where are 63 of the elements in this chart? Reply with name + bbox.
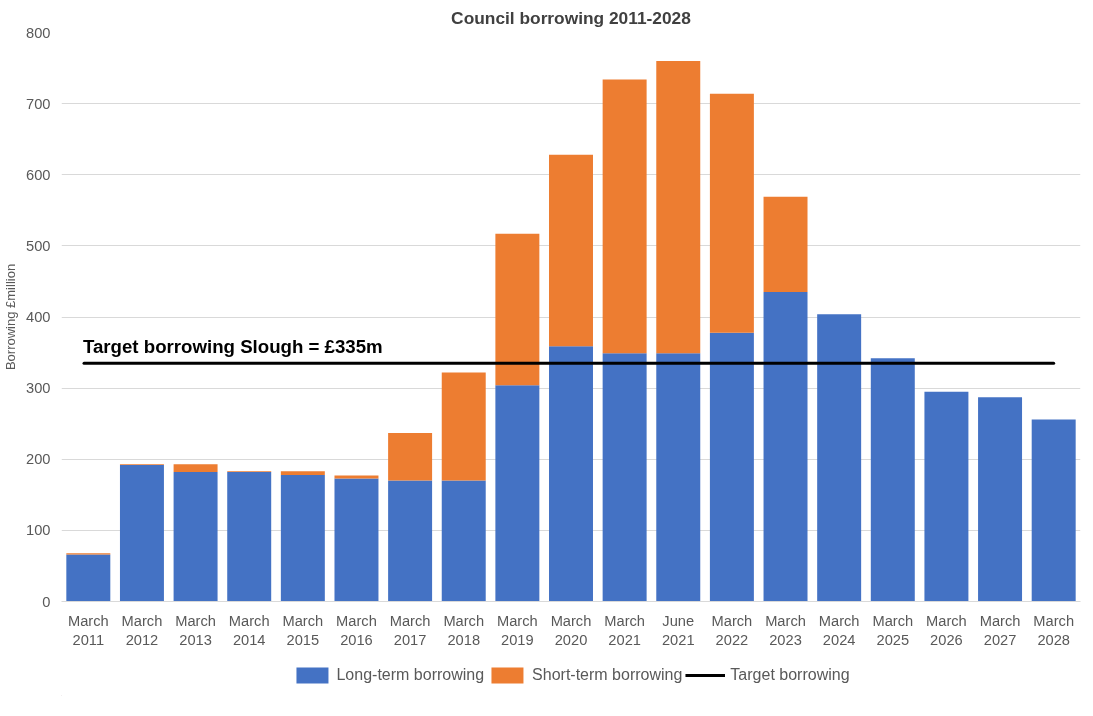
bar: [709, 93, 754, 333]
bar: [280, 474, 325, 602]
bar: [870, 358, 915, 602]
legend-label: Short-term borrowing: [532, 666, 683, 684]
annotation: Target borrowing Slough = £335m: [82, 336, 383, 358]
bar: [656, 353, 701, 602]
x-tick-label: March 2013: [175, 612, 216, 648]
bar: [66, 554, 111, 602]
y-tick-label: 800: [26, 24, 51, 41]
x-tick-label: March 2012: [121, 612, 163, 648]
x-tick-label: March 2015: [282, 612, 324, 648]
y-tick-label: 700: [26, 95, 51, 112]
bar: [280, 471, 325, 475]
x-tick-label: March 2021: [604, 612, 646, 648]
y-tick-label: 100: [26, 522, 51, 539]
x-tick-label: March 2017: [389, 612, 431, 648]
bar: [441, 480, 486, 602]
x-tick-label: March 2016: [336, 612, 377, 648]
bar: [549, 346, 593, 602]
y-tick-label: 200: [26, 451, 51, 468]
legend-label: Long-term borrowing: [336, 666, 485, 684]
y-tick-label: 300: [26, 380, 51, 397]
x-tick-label: March 2020: [550, 612, 592, 648]
bar: [495, 233, 540, 386]
x-tick-label: March 2018: [443, 612, 485, 648]
bar: [227, 472, 272, 602]
legend-label: Target borrowing: [730, 666, 850, 684]
bar: [602, 79, 647, 354]
bar: [388, 432, 433, 481]
x-tick-label: March 2025: [872, 612, 914, 648]
y-tick-label: 0: [42, 593, 51, 610]
bar: [602, 353, 647, 602]
y-tick-label: 400: [26, 309, 51, 325]
bar: [978, 397, 1023, 602]
bar: [763, 292, 808, 602]
x-tick-label: March 2022: [711, 612, 753, 648]
chart-title: Council borrowing 2011-2028: [451, 7, 692, 28]
x-tick-label: March 2027: [979, 612, 1021, 648]
bar: [924, 391, 969, 602]
bar: [817, 314, 862, 602]
bar: [763, 196, 808, 293]
bar: [334, 478, 379, 602]
x-tick-label: March 2023: [765, 612, 806, 648]
y-axis-title: Borrowing £million: [3, 263, 19, 371]
x-tick-label: March 2011: [67, 612, 109, 648]
x-tick-label: March 2024: [818, 612, 860, 648]
bar: [549, 154, 593, 347]
bar: [388, 480, 433, 602]
x-tick-label: March 2026: [926, 612, 967, 648]
y-tick-label: 500: [26, 237, 51, 254]
bar: [441, 372, 486, 481]
bar: [656, 60, 701, 354]
x-tick-label: March 2028: [1033, 612, 1075, 648]
bar: [495, 385, 540, 602]
bar: [173, 472, 218, 602]
x-tick-label: March 2019: [497, 612, 538, 648]
bar: [173, 464, 218, 473]
bar: [1031, 419, 1076, 602]
x-tick-label: June 2021: [661, 612, 695, 648]
bar: [119, 464, 164, 602]
y-tick-label: 600: [26, 166, 51, 183]
bar: [709, 332, 754, 602]
x-tick-label: March 2014: [228, 612, 270, 648]
